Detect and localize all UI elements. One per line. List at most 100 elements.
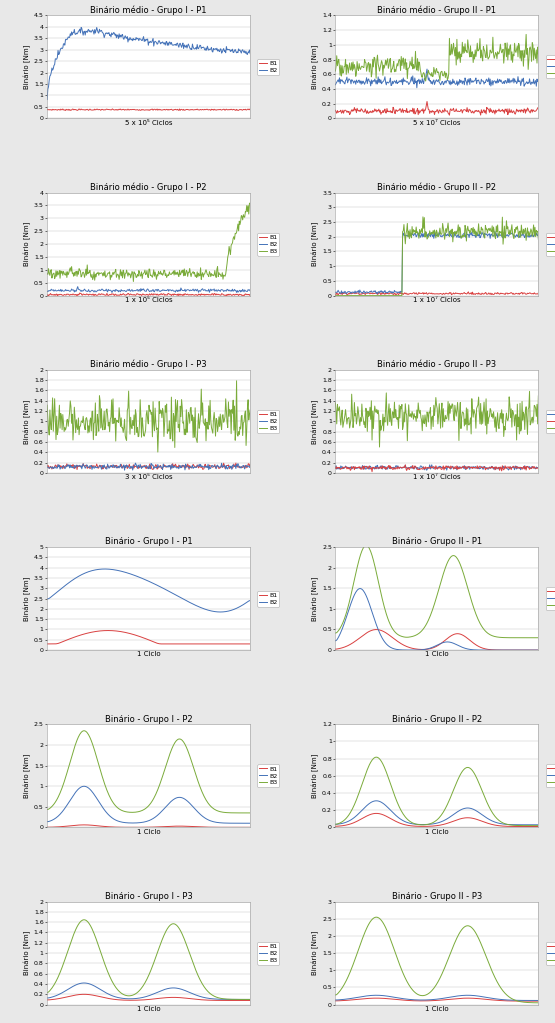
Line: S1: S1 — [335, 813, 538, 827]
B1 — [229, 821, 235, 834]
X-axis label: 5 x 10⁷ Ciclos: 5 x 10⁷ Ciclos — [413, 120, 461, 126]
S2 — [457, 640, 463, 653]
X-axis label: 1 Ciclo: 1 Ciclo — [425, 829, 448, 835]
S3 — [535, 48, 542, 60]
Line: CÉLULA 2C: CÉLULA 2C — [335, 464, 538, 472]
B2 — [229, 604, 236, 616]
S1 — [333, 820, 340, 833]
B2 — [247, 817, 254, 830]
S2 — [333, 818, 340, 831]
B3 — [247, 197, 254, 210]
B3 — [130, 275, 137, 287]
CÉLULA 3C — [453, 404, 460, 416]
CÉLULA 2C — [369, 465, 375, 478]
CÉLULA 3C — [453, 410, 460, 422]
S1 — [453, 105, 460, 118]
S3 — [453, 225, 460, 237]
S3 — [457, 926, 463, 938]
Line: B3: B3 — [47, 920, 250, 999]
S2 — [332, 286, 339, 299]
Y-axis label: Binário [Nm]: Binário [Nm] — [312, 576, 319, 621]
S2 — [465, 989, 471, 1002]
B1 — [77, 286, 83, 299]
B3 — [229, 807, 235, 819]
B2 — [44, 815, 51, 828]
B1 — [247, 458, 254, 471]
S3 — [333, 818, 340, 831]
B2 — [44, 460, 51, 473]
S2 — [517, 994, 523, 1007]
CÉLULA 3C — [535, 390, 542, 402]
Line: B2: B2 — [47, 569, 250, 612]
S3 — [373, 911, 380, 924]
B1 — [247, 637, 254, 650]
S3 — [453, 777, 460, 790]
S1 — [332, 820, 339, 833]
B1 — [44, 103, 51, 116]
B1 — [169, 103, 175, 116]
B2 — [247, 47, 254, 59]
Legend: S1, S2, S3: S1, S2, S3 — [546, 941, 555, 965]
B3 — [44, 412, 51, 425]
B2 — [102, 563, 108, 575]
CÉLULA 1C — [332, 462, 339, 475]
B3 — [247, 807, 254, 819]
CÉLULA 3C — [457, 396, 463, 408]
S2 — [332, 634, 339, 647]
S3 — [457, 56, 463, 69]
S1 — [535, 820, 542, 833]
Legend: S1, S2, S3: S1, S2, S3 — [546, 587, 555, 610]
B2 — [165, 459, 172, 472]
B1 — [109, 102, 115, 115]
B1 — [44, 637, 51, 650]
B1 — [44, 821, 51, 834]
Title: Binário - Grupo II - P2: Binário - Grupo II - P2 — [392, 714, 482, 723]
Title: Binário médio - Grupo II - P3: Binário médio - Grupo II - P3 — [377, 359, 496, 369]
S3 — [333, 290, 340, 302]
S2 — [492, 225, 498, 237]
Title: Binário - Grupo II - P1: Binário - Grupo II - P1 — [392, 537, 482, 546]
X-axis label: 3 x 10⁵ Ciclos: 3 x 10⁵ Ciclos — [125, 475, 173, 480]
CÉLULA 2C — [458, 462, 465, 475]
Line: B1: B1 — [47, 994, 250, 1000]
Line: S1: S1 — [335, 292, 538, 296]
S2 — [333, 634, 340, 647]
S1 — [504, 643, 511, 656]
B3 — [169, 267, 175, 279]
S1 — [535, 643, 542, 656]
Title: Binário médio - Grupo II - P2: Binário médio - Grupo II - P2 — [377, 182, 496, 191]
S1 — [423, 95, 430, 107]
B1 — [165, 103, 172, 116]
S3 — [373, 751, 380, 763]
Y-axis label: Binário [Nm]: Binário [Nm] — [24, 399, 31, 444]
S3 — [332, 627, 339, 639]
X-axis label: 1 Ciclo: 1 Ciclo — [137, 829, 160, 835]
B2 — [169, 284, 175, 297]
S3 — [535, 819, 542, 832]
B1 — [44, 459, 51, 472]
B1 — [44, 103, 51, 116]
B3 — [215, 991, 222, 1004]
B1 — [215, 821, 222, 834]
Line: S1: S1 — [335, 101, 538, 116]
S3 — [504, 223, 511, 235]
S2 — [535, 818, 542, 831]
B3 — [169, 918, 175, 930]
X-axis label: 1 Ciclo: 1 Ciclo — [425, 652, 448, 658]
Line: CÉLULA 1C: CÉLULA 1C — [335, 464, 538, 471]
Title: Binário médio - Grupo I - P1: Binário médio - Grupo I - P1 — [90, 5, 207, 14]
B2 — [215, 606, 222, 618]
S2 — [453, 806, 460, 818]
B3 — [44, 399, 51, 411]
S1 — [332, 994, 339, 1007]
S1 — [465, 992, 471, 1005]
S3 — [422, 75, 429, 87]
CÉLULA 1C — [333, 459, 340, 472]
S2 — [458, 74, 465, 86]
B2 — [215, 816, 222, 829]
S1 — [535, 286, 542, 299]
S3 — [535, 233, 542, 246]
S1 — [333, 105, 340, 118]
S1 — [456, 992, 463, 1005]
B2 — [169, 982, 175, 994]
